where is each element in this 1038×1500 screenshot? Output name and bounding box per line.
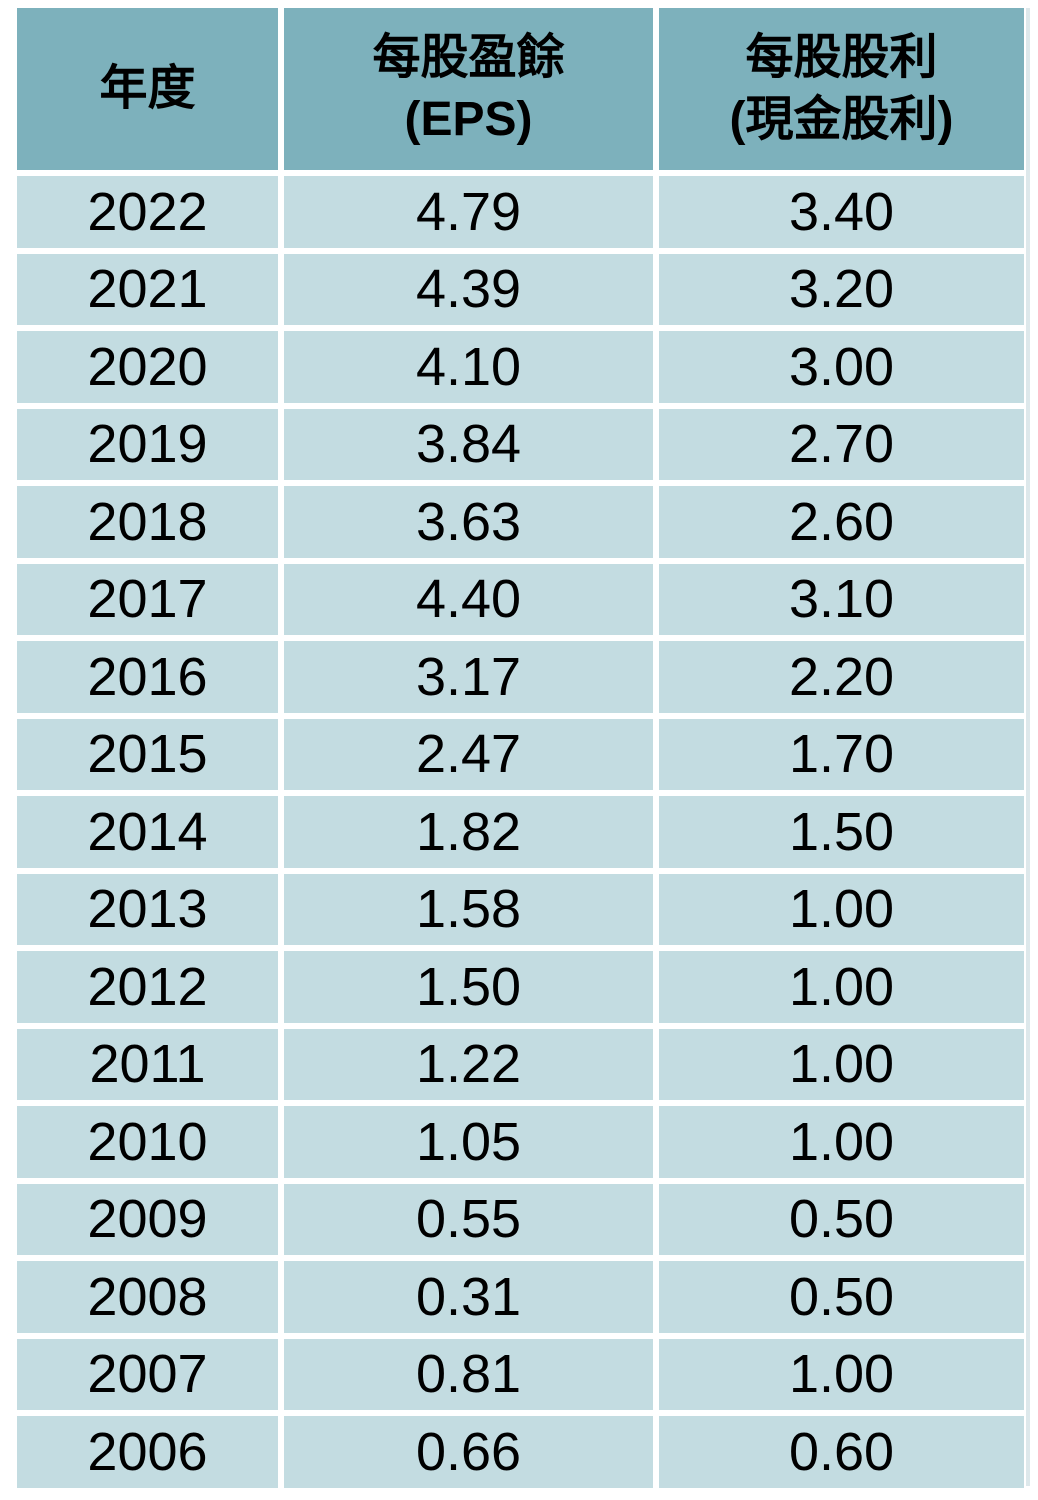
year-cell: 2013 bbox=[17, 873, 278, 945]
header-row: 年度 每股盈餘 (EPS) 每股股利 (現金股利) bbox=[17, 8, 1024, 170]
table-row: 2022 4.79 3.40 bbox=[17, 176, 1024, 248]
table-row: 2017 4.40 3.10 bbox=[17, 563, 1024, 635]
dividend-cell: 2.70 bbox=[659, 408, 1024, 480]
eps-cell: 3.84 bbox=[284, 408, 653, 480]
header-dividend-title: 每股股利 bbox=[745, 31, 938, 84]
year-cell: 2017 bbox=[17, 563, 278, 635]
year-cell: 2019 bbox=[17, 408, 278, 480]
dividend-cell: 3.20 bbox=[659, 253, 1024, 325]
eps-cell: 0.55 bbox=[284, 1183, 653, 1255]
dividend-cell: 1.00 bbox=[659, 873, 1024, 945]
table-row: 2021 4.39 3.20 bbox=[17, 253, 1024, 325]
dividend-cell: 1.00 bbox=[659, 1338, 1024, 1410]
year-cell: 2009 bbox=[17, 1183, 278, 1255]
header-eps-subtitle: (EPS) bbox=[404, 93, 533, 146]
year-cell: 2014 bbox=[17, 796, 278, 868]
table-row: 2013 1.58 1.00 bbox=[17, 873, 1024, 945]
table-row: 2019 3.84 2.70 bbox=[17, 408, 1024, 480]
dividend-cell: 1.00 bbox=[659, 1106, 1024, 1178]
eps-cell: 1.58 bbox=[284, 873, 653, 945]
eps-cell: 4.10 bbox=[284, 331, 653, 403]
year-cell: 2010 bbox=[17, 1106, 278, 1178]
dividend-cell: 1.00 bbox=[659, 1028, 1024, 1100]
dividend-cell: 3.10 bbox=[659, 563, 1024, 635]
table-row: 2009 0.55 0.50 bbox=[17, 1183, 1024, 1255]
header-year: 年度 bbox=[17, 8, 278, 170]
eps-cell: 0.31 bbox=[284, 1261, 653, 1333]
table-row: 2010 1.05 1.00 bbox=[17, 1106, 1024, 1178]
table-row: 2018 3.63 2.60 bbox=[17, 486, 1024, 558]
table-row: 2011 1.22 1.00 bbox=[17, 1028, 1024, 1100]
dividend-cell: 1.50 bbox=[659, 796, 1024, 868]
header-dividend: 每股股利 (現金股利) bbox=[659, 8, 1024, 170]
eps-cell: 3.63 bbox=[284, 486, 653, 558]
year-cell: 2011 bbox=[17, 1028, 278, 1100]
eps-cell: 0.66 bbox=[284, 1416, 653, 1488]
table-row: 2012 1.50 1.00 bbox=[17, 951, 1024, 1023]
year-cell: 2012 bbox=[17, 951, 278, 1023]
eps-cell: 1.05 bbox=[284, 1106, 653, 1178]
table-row: 2014 1.82 1.50 bbox=[17, 796, 1024, 868]
dividend-cell: 1.00 bbox=[659, 951, 1024, 1023]
dividend-cell: 0.60 bbox=[659, 1416, 1024, 1488]
eps-cell: 3.17 bbox=[284, 641, 653, 713]
year-cell: 2021 bbox=[17, 253, 278, 325]
dividend-cell: 2.60 bbox=[659, 486, 1024, 558]
dividend-cell: 3.40 bbox=[659, 176, 1024, 248]
eps-cell: 1.82 bbox=[284, 796, 653, 868]
header-dividend-subtitle: (現金股利) bbox=[729, 93, 954, 146]
year-cell: 2008 bbox=[17, 1261, 278, 1333]
year-cell: 2016 bbox=[17, 641, 278, 713]
dividend-cell: 3.00 bbox=[659, 331, 1024, 403]
table-row: 2015 2.47 1.70 bbox=[17, 718, 1024, 790]
dividend-cell: 0.50 bbox=[659, 1183, 1024, 1255]
dividend-cell: 2.20 bbox=[659, 641, 1024, 713]
year-cell: 2020 bbox=[17, 331, 278, 403]
eps-cell: 4.39 bbox=[284, 253, 653, 325]
dividend-cell: 0.50 bbox=[659, 1261, 1024, 1333]
year-cell: 2006 bbox=[17, 1416, 278, 1488]
year-cell: 2015 bbox=[17, 718, 278, 790]
header-eps: 每股盈餘 (EPS) bbox=[284, 8, 653, 170]
table-row: 2007 0.81 1.00 bbox=[17, 1338, 1024, 1410]
eps-dividend-table: 年度 每股盈餘 (EPS) 每股股利 (現金股利) 2022 4.79 3.40… bbox=[11, 2, 1030, 1494]
header-year-title: 年度 bbox=[99, 62, 196, 115]
eps-cell: 4.40 bbox=[284, 563, 653, 635]
table-row: 2008 0.31 0.50 bbox=[17, 1261, 1024, 1333]
table-row: 2020 4.10 3.00 bbox=[17, 331, 1024, 403]
header-eps-title: 每股盈餘 bbox=[372, 31, 565, 84]
eps-cell: 1.50 bbox=[284, 951, 653, 1023]
dividend-cell: 1.70 bbox=[659, 718, 1024, 790]
eps-cell: 2.47 bbox=[284, 718, 653, 790]
table-row: 2006 0.66 0.60 bbox=[17, 1416, 1024, 1488]
year-cell: 2007 bbox=[17, 1338, 278, 1410]
year-cell: 2022 bbox=[17, 176, 278, 248]
table-row: 2016 3.17 2.20 bbox=[17, 641, 1024, 713]
year-cell: 2018 bbox=[17, 486, 278, 558]
eps-cell: 4.79 bbox=[284, 176, 653, 248]
eps-cell: 1.22 bbox=[284, 1028, 653, 1100]
cropped-column-sliver bbox=[1026, 8, 1030, 1486]
eps-cell: 0.81 bbox=[284, 1338, 653, 1410]
